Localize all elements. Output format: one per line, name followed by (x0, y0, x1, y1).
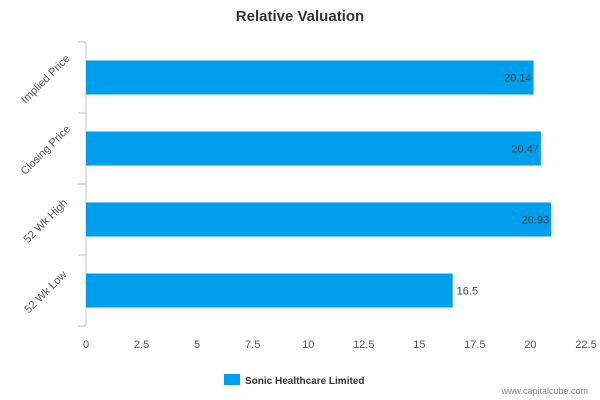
x-tick-label: 10 (302, 339, 314, 351)
legend-swatch (224, 374, 240, 385)
x-tick-label: 2.5 (134, 339, 149, 351)
x-tick-label: 17.5 (464, 339, 485, 351)
x-tick-label: 5 (194, 339, 200, 351)
data-label: 16.5 (457, 286, 478, 298)
chart-title: Relative Valuation (236, 8, 364, 25)
legend[interactable]: Sonic Healthcare Limited (224, 374, 364, 387)
x-tick-label: 0 (83, 339, 89, 351)
data-label: 20.93 (522, 215, 550, 227)
x-tick-label: 15 (413, 339, 425, 351)
bar[interactable] (86, 131, 541, 166)
data-label: 20.47 (511, 144, 539, 156)
category-label: Implied Price (19, 53, 72, 106)
x-tick-label: 20 (524, 339, 536, 351)
data-label: 20.14 (504, 73, 532, 85)
x-tick-label: 22.5 (575, 339, 596, 351)
watermark: www.capitalcube.com (500, 386, 588, 396)
legend-label: Sonic Healthcare Limited (245, 376, 364, 387)
x-tick-label: 7.5 (245, 339, 260, 351)
bar[interactable] (86, 273, 453, 308)
bar[interactable] (86, 202, 552, 237)
category-label: 52 Wk Low (22, 269, 69, 316)
category-label: 52 Wk High (22, 197, 71, 246)
category-label: Closing Price (19, 123, 73, 177)
x-tick-label: 12.5 (353, 339, 374, 351)
plot-area: 20.14 Implied Price 20.47 Closing Price 20.9… (19, 41, 597, 351)
bar[interactable] (86, 60, 534, 95)
